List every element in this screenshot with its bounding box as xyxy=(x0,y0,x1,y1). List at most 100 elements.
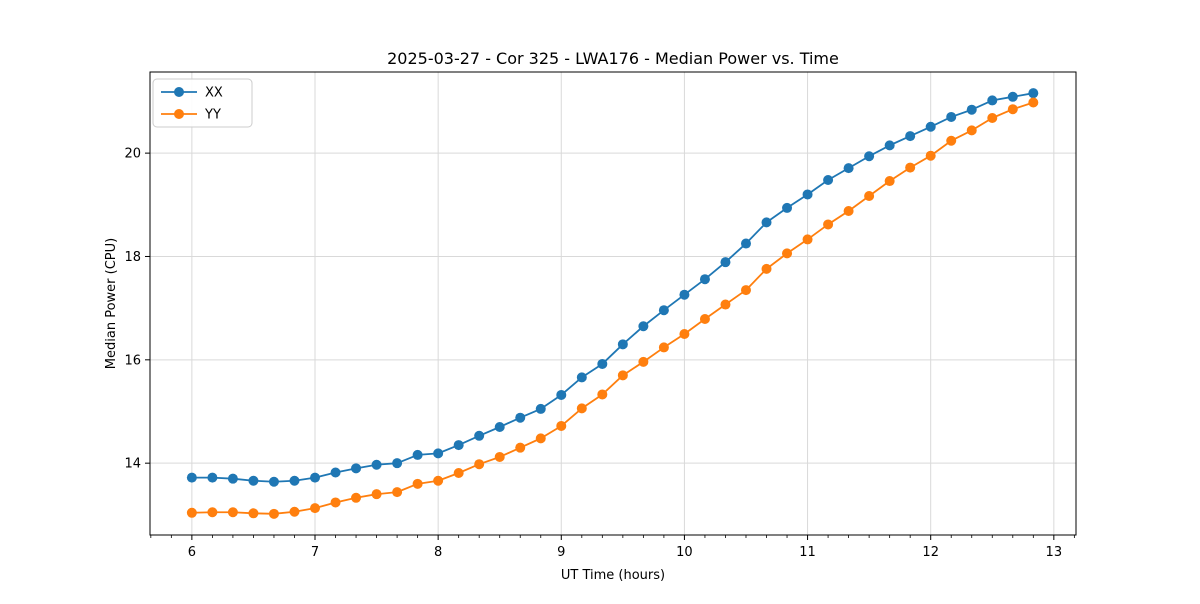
series-xx-marker xyxy=(966,104,977,115)
x-tick-label: 11 xyxy=(799,545,816,560)
series-yy-marker xyxy=(987,112,998,123)
y-axis-label: Median Power (CPU) xyxy=(104,238,119,369)
series-yy-marker xyxy=(494,451,505,462)
series-xx-line xyxy=(191,92,1034,483)
series-yy-marker xyxy=(802,234,813,245)
series-yy-marker xyxy=(268,508,279,519)
series-yy-marker xyxy=(617,370,628,381)
series-xx-marker xyxy=(371,459,382,470)
series-yy-marker xyxy=(392,487,403,498)
series-yy-marker xyxy=(556,420,567,431)
series-yy-marker xyxy=(453,467,464,478)
series-xx-marker xyxy=(227,473,238,484)
series-xx-marker xyxy=(699,274,710,285)
series-xx-marker xyxy=(679,289,690,300)
series-xx-marker xyxy=(494,422,505,433)
series-xx-marker xyxy=(638,321,649,332)
series-yy-marker xyxy=(515,442,526,453)
series-xx-marker xyxy=(412,449,423,460)
legend-label: XX xyxy=(205,86,223,101)
chart-title: 2025-03-27 - Cor 325 - LWA176 - Median P… xyxy=(387,49,839,68)
series-yy-marker xyxy=(576,403,587,414)
series-yy-marker xyxy=(925,150,936,161)
series-yy-marker xyxy=(330,497,341,508)
series-xx-marker xyxy=(268,476,279,487)
series-xx-marker xyxy=(351,463,362,474)
series-yy-marker xyxy=(740,285,751,296)
series-xx-marker xyxy=(987,95,998,106)
series-yy-marker xyxy=(905,162,916,173)
series-yy-marker xyxy=(864,191,875,202)
series-yy-marker xyxy=(289,506,300,517)
series-xx-marker xyxy=(1007,91,1018,102)
series-yy-marker xyxy=(310,503,321,514)
series-xx-marker xyxy=(535,403,546,414)
series-xx-marker xyxy=(310,472,321,483)
series-yy xyxy=(186,97,1039,519)
legend-marker-sample xyxy=(174,109,184,119)
series-yy-marker xyxy=(638,356,649,367)
series-yy-marker xyxy=(679,328,690,339)
series-xx-marker xyxy=(740,238,751,249)
x-tick-label: 6 xyxy=(188,545,196,560)
x-tick-label: 9 xyxy=(557,545,565,560)
series-yy-marker xyxy=(412,478,423,489)
series-xx-marker xyxy=(207,472,218,483)
series-yy-marker xyxy=(843,206,854,217)
series-xx-marker xyxy=(823,174,834,185)
series-xx-marker xyxy=(617,339,628,350)
series-yy-marker xyxy=(227,507,238,518)
x-tick-label: 8 xyxy=(434,545,442,560)
series-xx-marker xyxy=(884,140,895,151)
legend: XX YY xyxy=(152,78,253,128)
y-tick-label: 18 xyxy=(124,250,141,265)
series-xx-marker xyxy=(515,412,526,423)
x-tick-label: 7 xyxy=(311,545,319,560)
series-yy-marker xyxy=(351,492,362,503)
series-xx-marker xyxy=(658,305,669,316)
x-axis-label: UT Time (hours) xyxy=(561,568,665,583)
series-xx-marker xyxy=(1028,88,1039,99)
series-layer xyxy=(186,88,1039,519)
x-tick-label: 13 xyxy=(1046,545,1063,560)
series-yy-marker xyxy=(823,219,834,230)
series-yy-marker xyxy=(186,507,197,518)
series-xx-marker xyxy=(289,475,300,486)
series-yy-marker xyxy=(207,507,218,518)
series-xx-marker xyxy=(248,475,259,486)
series-xx-marker xyxy=(433,448,444,459)
series-yy-marker xyxy=(884,176,895,187)
series-yy-marker xyxy=(597,389,608,400)
series-yy-marker xyxy=(371,489,382,500)
series-yy-marker xyxy=(1007,104,1018,115)
tick-layer: 6 7 8 9 10 11 12 13 14 16 18 20 xyxy=(124,147,1075,560)
series-xx-marker xyxy=(474,430,485,441)
plot-frame xyxy=(149,71,1077,536)
series-xx-marker xyxy=(392,458,403,469)
series-xx-marker xyxy=(782,202,793,213)
series-xx-marker xyxy=(556,389,567,400)
y-tick-label: 16 xyxy=(124,353,141,368)
series-yy-marker xyxy=(474,459,485,470)
series-xx-marker xyxy=(330,467,341,478)
y-tick-label: 20 xyxy=(124,147,141,162)
legend-marker-sample xyxy=(174,87,184,97)
series-xx-marker xyxy=(761,217,772,228)
y-tick-label: 14 xyxy=(124,457,141,472)
series-xx-marker xyxy=(802,189,813,200)
legend-box xyxy=(152,78,253,128)
series-yy-marker xyxy=(761,263,772,274)
series-xx-marker xyxy=(843,163,854,174)
x-tick-label: 12 xyxy=(922,545,939,560)
series-xx-marker xyxy=(905,131,916,142)
series-xx-marker xyxy=(576,372,587,383)
series-xx-marker xyxy=(597,358,608,369)
series-yy-marker xyxy=(248,508,259,519)
series-yy-marker xyxy=(782,248,793,259)
x-tick-label: 10 xyxy=(676,545,693,560)
series-xx-marker xyxy=(946,111,957,122)
series-xx-marker xyxy=(925,121,936,132)
legend-item-yy: YY xyxy=(161,108,221,123)
